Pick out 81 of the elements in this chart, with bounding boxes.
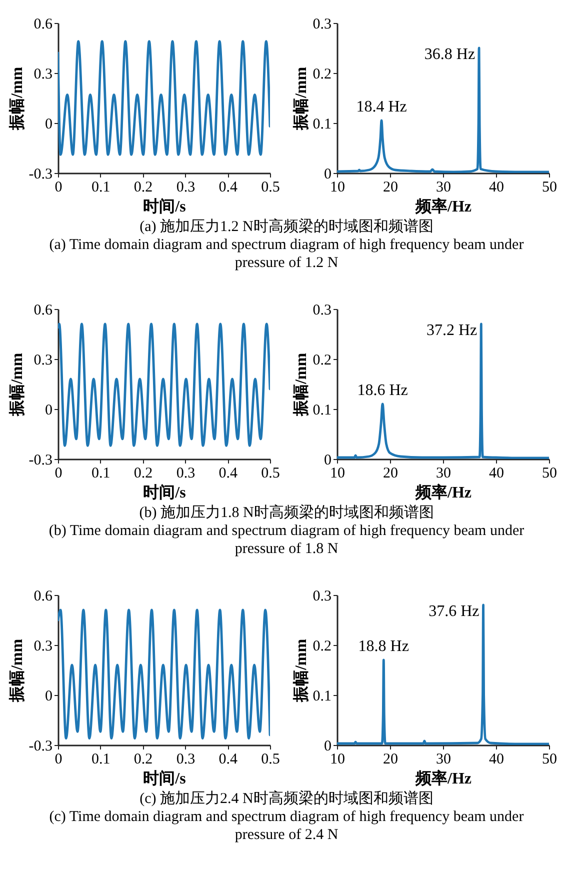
x-tick-label: 0.1 xyxy=(92,752,110,768)
y-axis-title: 振幅/mm xyxy=(8,352,26,418)
line-series xyxy=(58,40,270,156)
y-tick-label: 0 xyxy=(45,688,52,704)
x-tick-label: 0.4 xyxy=(218,180,238,196)
y-tick-label: 0.6 xyxy=(34,588,53,604)
x-tick-label: 50 xyxy=(542,466,557,482)
x-tick-label: 10 xyxy=(330,180,345,196)
x-tick-label: 50 xyxy=(542,180,557,196)
y-axis-title: 振幅/mm xyxy=(8,66,26,132)
y-tick-label: 0.2 xyxy=(312,352,332,368)
x-tick-label: 40 xyxy=(489,752,504,768)
x-tick-label: 0.1 xyxy=(92,180,110,196)
x-tick-label: 10 xyxy=(330,466,345,482)
y-tick-label: 0 xyxy=(45,402,52,418)
y-tick-label: 0.3 xyxy=(312,588,332,604)
annotation: 37.2 Hz xyxy=(426,322,478,339)
y-tick-label: 0 xyxy=(324,166,332,182)
x-axis-title: 时间/s xyxy=(143,770,186,788)
y-tick-label: -0.3 xyxy=(28,738,52,754)
x-tick-label: 30 xyxy=(436,466,451,482)
annotation: 37.6 Hz xyxy=(428,603,480,620)
x-axis-title: 时间/s xyxy=(143,198,186,216)
text: (b) Time domain diagram and spectrum diagram of high frequency beam under pressure of 1.8 N xyxy=(48,522,526,558)
annotation: 36.8 Hz xyxy=(424,46,476,63)
y-tick-label: 0.6 xyxy=(34,302,53,318)
x-tick-label: 0.3 xyxy=(176,466,196,482)
y-axis-title: 振幅/mm xyxy=(8,638,26,704)
x-tick-label: 0.1 xyxy=(92,466,110,482)
y-tick-label: 0 xyxy=(324,738,332,754)
y-tick-label: 0.2 xyxy=(312,638,332,654)
y-tick-label: 0.3 xyxy=(34,638,52,654)
x-tick-label: 30 xyxy=(436,180,451,196)
x-tick-label: 50 xyxy=(542,752,557,768)
x-tick-label: 20 xyxy=(383,180,398,196)
y-tick-label: 0.3 xyxy=(312,16,332,32)
y-tick-label: 0.3 xyxy=(34,66,52,82)
x-tick-label: 0.2 xyxy=(134,466,153,482)
y-tick-label: 0.1 xyxy=(312,116,332,132)
y-tick-label: -0.3 xyxy=(28,452,52,468)
y-tick-label: 0 xyxy=(324,452,332,468)
y-axis-title: 振幅/mm xyxy=(292,66,310,132)
x-tick-label: 0.5 xyxy=(261,752,280,768)
x-axis-title: 时间/s xyxy=(143,484,186,502)
line-series xyxy=(58,322,270,447)
x-tick-label: 0.3 xyxy=(176,180,196,196)
annotation: 18.8 Hz xyxy=(358,638,409,655)
annotation: 18.6 Hz xyxy=(357,382,408,399)
x-tick-label: 40 xyxy=(489,466,504,482)
x-axis-title: 频率/Hz xyxy=(414,768,472,788)
annotation: 18.4 Hz xyxy=(356,98,407,116)
x-tick-label: 10 xyxy=(330,752,345,768)
y-tick-label: 0.3 xyxy=(34,352,52,368)
text: (c) 施加压力2.4 N时高频梁的时域图和频谱图 xyxy=(138,790,434,808)
x-tick-label: 0.4 xyxy=(218,466,238,482)
x-tick-label: 0.2 xyxy=(134,752,153,768)
x-axis-title: 频率/Hz xyxy=(414,482,472,502)
y-axis-title: 振幅/mm xyxy=(292,638,310,704)
y-tick-label: 0 xyxy=(45,116,52,132)
x-tick-label: 20 xyxy=(383,752,398,768)
x-tick-label: 30 xyxy=(436,752,451,768)
y-tick-label: 0.2 xyxy=(312,66,332,82)
x-tick-label: 20 xyxy=(383,466,398,482)
y-tick-label: 0.3 xyxy=(312,302,332,318)
x-tick-label: 0.5 xyxy=(261,180,280,196)
y-tick-label: 0.1 xyxy=(312,402,332,418)
text: (a) 施加压力1.2 N时高频梁的时域图和频谱图 xyxy=(138,218,434,236)
text: (c) Time domain diagram and spectrum diagram of high frequency beam under pressure of 2.4 N xyxy=(48,808,525,844)
x-tick-label: 0.5 xyxy=(261,466,280,482)
x-tick-label: 0.4 xyxy=(218,752,238,768)
y-axis-title: 振幅/mm xyxy=(292,352,310,418)
line-series xyxy=(58,608,270,740)
text: (a) Time domain diagram and spectrum diagram of high frequency beam under pressure of 1.2 N xyxy=(48,236,525,272)
x-tick-label: 40 xyxy=(489,180,504,196)
y-tick-label: -0.3 xyxy=(28,166,52,182)
y-tick-label: 0.1 xyxy=(312,688,332,704)
x-axis-title: 频率/Hz xyxy=(414,196,472,216)
y-tick-label: 0.6 xyxy=(34,16,53,32)
text: (b) 施加压力1.8 N时高频梁的时域图和频谱图 xyxy=(138,504,435,522)
x-tick-label: 0.3 xyxy=(176,752,196,768)
x-tick-label: 0.2 xyxy=(134,180,153,196)
